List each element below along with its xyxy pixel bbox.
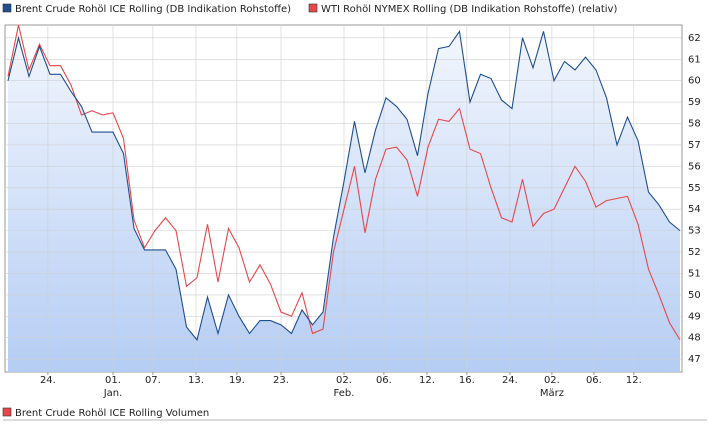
y-tick-label: 59 (688, 97, 701, 108)
x-tick-label: 13. (188, 375, 204, 386)
x-tick-label: 24. (40, 375, 56, 386)
series-line (7, 24, 681, 341)
x-tick-label: 19. (229, 375, 245, 386)
legend-swatch (2, 407, 12, 417)
x-tick-label: 01. (105, 375, 121, 386)
x-tick-label: 12. (626, 375, 642, 386)
y-tick-label: 47 (688, 354, 701, 365)
series-line (7, 29, 681, 342)
x-tick-label: 24. (502, 375, 518, 386)
y-tick-label: 49 (688, 311, 701, 322)
y-tick-label: 55 (688, 183, 701, 194)
x-tick-label: 16. (459, 375, 475, 386)
month-label: Jan. (103, 388, 123, 399)
y-tick-label: 51 (688, 268, 701, 279)
x-tick-label: 12. (419, 375, 435, 386)
month-label: März (540, 388, 564, 399)
x-tick-label: 07. (145, 375, 161, 386)
x-tick-label: 23. (273, 375, 289, 386)
y-tick-label: 52 (688, 247, 701, 258)
y-tick-label: 56 (688, 161, 701, 172)
y-tick-label: 61 (688, 54, 701, 65)
y-tick-label: 48 (688, 333, 701, 344)
x-tick-label: 06. (586, 375, 602, 386)
y-tick-label: 57 (688, 140, 701, 151)
legend-label: Brent Crude Rohöl ICE Rolling Volumen (15, 408, 209, 419)
legend-label: Brent Crude Rohöl ICE Rolling (DB Indika… (15, 4, 291, 15)
y-tick-label: 62 (688, 33, 701, 44)
y-tick-label: 60 (688, 76, 701, 87)
legend-swatch (2, 3, 12, 13)
y-tick-label: 50 (688, 290, 701, 301)
x-tick-label: 02. (336, 375, 352, 386)
y-tick-label: 58 (688, 119, 701, 130)
legend-swatch (308, 3, 318, 13)
y-tick-label: 54 (688, 204, 701, 215)
x-tick-label: 06. (376, 375, 392, 386)
x-tick-label: 02. (544, 375, 560, 386)
month-label: Feb. (334, 388, 355, 399)
legend-label: WTI Rohöl NYMEX Rolling (DB Indikation R… (321, 4, 617, 15)
y-tick-label: 53 (688, 226, 701, 237)
